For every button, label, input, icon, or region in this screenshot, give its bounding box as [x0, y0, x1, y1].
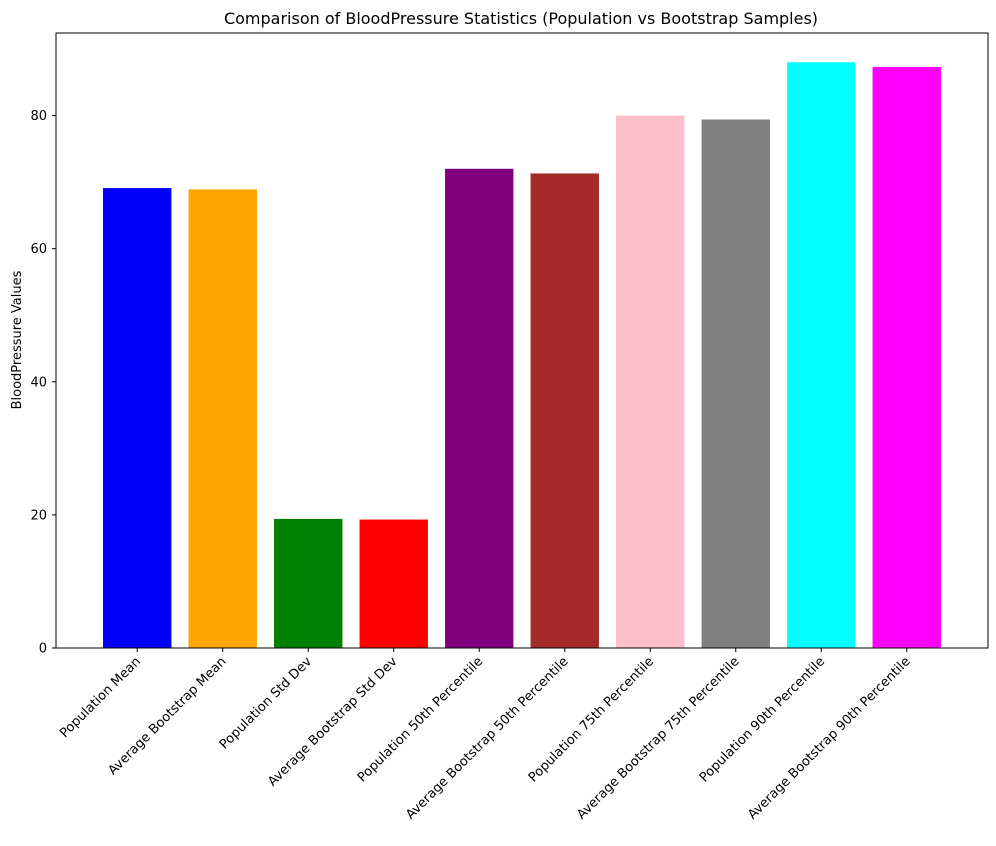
- bars-group: [103, 62, 941, 649]
- x-tick-label: Average Bootstrap 75th Percentile: [574, 654, 742, 822]
- bar-9: [787, 62, 856, 649]
- y-tick-label: 80: [30, 109, 47, 124]
- bar-6: [530, 173, 599, 649]
- bar-4: [359, 519, 428, 648]
- bar-8: [701, 119, 770, 648]
- bar-2: [188, 189, 257, 648]
- bar-1: [103, 188, 172, 648]
- y-tick-label: 40: [30, 375, 47, 390]
- x-tick-label: Population Mean: [57, 654, 144, 741]
- x-tick-label: Average Bootstrap 90th Percentile: [745, 654, 913, 822]
- bar-3: [274, 518, 343, 648]
- bar-7: [616, 115, 685, 648]
- y-tick-label: 20: [30, 508, 47, 523]
- y-tick-label: 60: [30, 242, 47, 257]
- y-tick-label: 0: [39, 642, 47, 657]
- x-tick-label: Average Bootstrap 50th Percentile: [403, 654, 571, 822]
- y-axis-label: BloodPressure Values: [10, 270, 25, 409]
- chart-title: Comparison of BloodPressure Statistics (…: [224, 9, 818, 28]
- y-ticks-group: 0 20 40 60 80: [30, 109, 56, 657]
- plot-frame: [55, 32, 989, 649]
- x-tick-label: Population Std Dev: [217, 654, 315, 752]
- bar-10: [872, 66, 941, 648]
- bar-5: [445, 168, 514, 648]
